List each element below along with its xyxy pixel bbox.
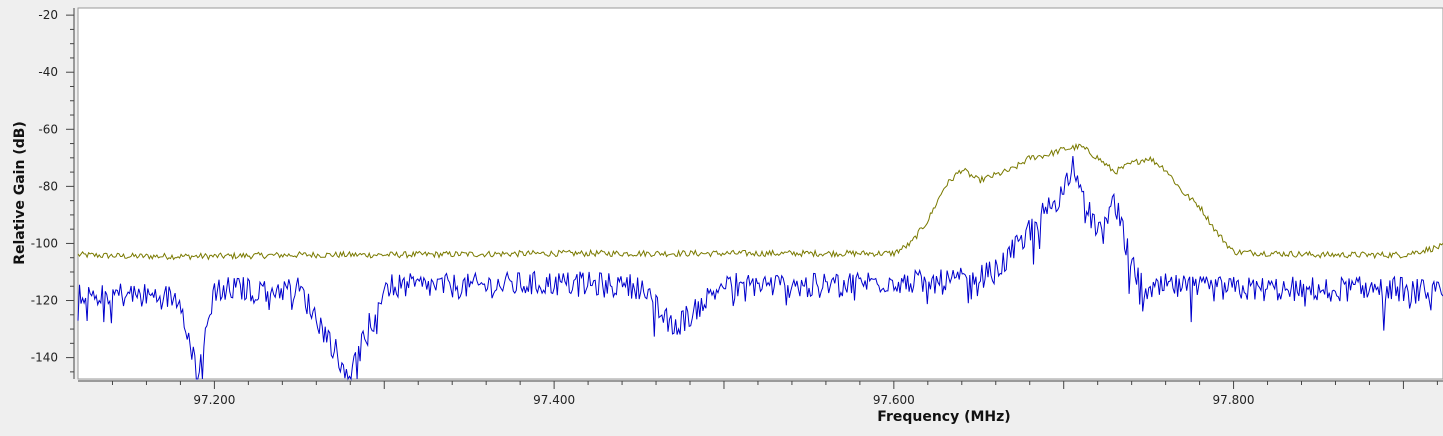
x-axis: 97.200 97.400 97.600 97.800 bbox=[78, 380, 1443, 407]
y-tick-label: -80 bbox=[38, 179, 58, 193]
x-tick-label: 97.600 bbox=[873, 393, 915, 407]
y-tick-label: -20 bbox=[38, 8, 58, 22]
y-tick-label: -60 bbox=[38, 122, 58, 136]
plot-canvas bbox=[77, 7, 1443, 380]
y-tick-label: -120 bbox=[31, 294, 58, 308]
y-axis-title: Relative Gain (dB) bbox=[12, 121, 28, 265]
x-tick-label: 97.400 bbox=[533, 393, 575, 407]
series-line-2 bbox=[77, 155, 1443, 381]
y-tick-label: -140 bbox=[31, 351, 58, 365]
y-tick-label: -40 bbox=[38, 65, 58, 79]
x-axis-title: Frequency (MHz) bbox=[877, 409, 1010, 425]
y-axis: -20 -40 -60 -80 -100 -120 -140 bbox=[31, 8, 75, 379]
x-tick-label: 97.200 bbox=[193, 393, 235, 407]
x-tick-label: 97.800 bbox=[1213, 393, 1255, 407]
series-layer bbox=[77, 142, 1443, 381]
y-tick-label: -100 bbox=[31, 236, 58, 250]
series-line-1 bbox=[77, 142, 1443, 261]
